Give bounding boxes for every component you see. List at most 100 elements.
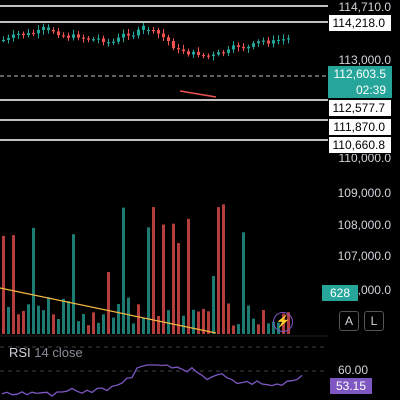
- volume-bar: [32, 227, 35, 334]
- volume-bar: [117, 304, 120, 334]
- candle: [257, 41, 260, 44]
- candle: [102, 38, 105, 43]
- rsi-legend[interactable]: RSI 14 close: [9, 345, 83, 360]
- volume-bar: [17, 314, 20, 334]
- candle: [142, 25, 145, 30]
- candle: [202, 55, 205, 57]
- rsi-name: RSI: [9, 345, 31, 360]
- volume-bar: [257, 324, 260, 334]
- volume-bar: [162, 224, 165, 334]
- candle: [157, 30, 160, 34]
- volume-bar: [122, 207, 125, 334]
- line-price-label: 112,577.7: [328, 99, 392, 117]
- candle: [277, 39, 280, 42]
- price-tick: 114,710.0: [338, 0, 392, 14]
- auto-scale-button[interactable]: A: [339, 311, 359, 331]
- candle: [272, 40, 275, 44]
- candle: [212, 54, 215, 57]
- candle: [107, 42, 110, 44]
- candle: [42, 26, 45, 30]
- line-price-label: 114,218.0: [328, 14, 392, 32]
- candle: [162, 33, 165, 38]
- volume-bar: [127, 297, 130, 334]
- volume-bar: [262, 310, 265, 334]
- candle: [182, 49, 185, 52]
- volume-bar: [47, 297, 50, 334]
- volume-bar: [72, 234, 75, 334]
- chart-canvas[interactable]: [0, 0, 328, 400]
- volume-bar: [92, 312, 95, 334]
- rsi-line: [1, 364, 303, 397]
- volume-bar: [12, 235, 15, 334]
- candle: [227, 49, 230, 53]
- volume-bar: [132, 323, 135, 334]
- volume-bar: [142, 317, 145, 334]
- candle: [152, 30, 155, 32]
- rsi-level-label: 60.00: [338, 363, 369, 377]
- candle: [77, 34, 80, 38]
- countdown-label: 02:39: [328, 82, 392, 98]
- candle: [62, 35, 65, 37]
- candle: [87, 38, 90, 40]
- bolt-icon[interactable]: ⚡: [273, 312, 293, 332]
- candle: [267, 40, 270, 44]
- volume-bar: [272, 321, 275, 334]
- volume-bar: [192, 309, 195, 334]
- candle: [127, 33, 130, 36]
- candle: [97, 38, 100, 40]
- volume-bar: [7, 306, 10, 334]
- volume-bar: [157, 315, 160, 334]
- volume-bar: [212, 276, 215, 334]
- candle: [27, 32, 30, 36]
- rsi-params: 14 close: [34, 345, 83, 360]
- candle: [37, 29, 40, 34]
- volume-bar: [232, 325, 235, 334]
- volume-bar: [222, 204, 225, 334]
- volume-bar: [207, 311, 210, 334]
- candle: [147, 29, 150, 32]
- current-price-label: 112,603.5: [328, 66, 392, 82]
- volume-bar: [147, 227, 150, 334]
- volume-bar: [87, 325, 90, 334]
- candle: [207, 55, 210, 57]
- rsi-value-label: 53.15: [330, 378, 372, 394]
- candle: [167, 37, 170, 41]
- price-tick: 108,000.0: [337, 218, 391, 232]
- volume-bar: [217, 207, 220, 334]
- candle: [197, 51, 200, 56]
- candle: [242, 46, 245, 49]
- candle: [217, 52, 220, 55]
- volume-bar: [27, 304, 30, 334]
- volume-bar: [112, 317, 115, 334]
- volume-bar: [22, 310, 25, 334]
- volume-trendline: [0, 287, 217, 334]
- candle: [92, 39, 95, 41]
- candle: [2, 39, 5, 42]
- volume-bar: [137, 304, 140, 334]
- candle: [32, 32, 35, 35]
- candle: [112, 41, 115, 43]
- volume-bar: [172, 223, 175, 334]
- volume-bar: [37, 305, 40, 334]
- candle: [57, 31, 60, 36]
- candle: [172, 40, 175, 49]
- price-tick: 110,000.0: [338, 151, 392, 165]
- volume-bar: [197, 311, 200, 334]
- candle: [72, 34, 75, 38]
- candle: [82, 37, 85, 39]
- volume-bar: [267, 323, 270, 334]
- volume-bar: [247, 305, 250, 334]
- line-price-label: 110,660.8: [328, 136, 392, 154]
- candle: [12, 34, 15, 38]
- volume-bar: [242, 232, 245, 334]
- volume-bar: [67, 301, 70, 334]
- volume-bar: [237, 324, 240, 334]
- candle: [282, 39, 285, 41]
- candle: [7, 37, 10, 40]
- volume-bar: [182, 315, 185, 334]
- volume-bar: [82, 313, 85, 334]
- candle: [47, 27, 50, 30]
- log-scale-button[interactable]: L: [364, 311, 384, 331]
- volume-bar: [42, 310, 45, 334]
- volume-bar: [227, 303, 230, 334]
